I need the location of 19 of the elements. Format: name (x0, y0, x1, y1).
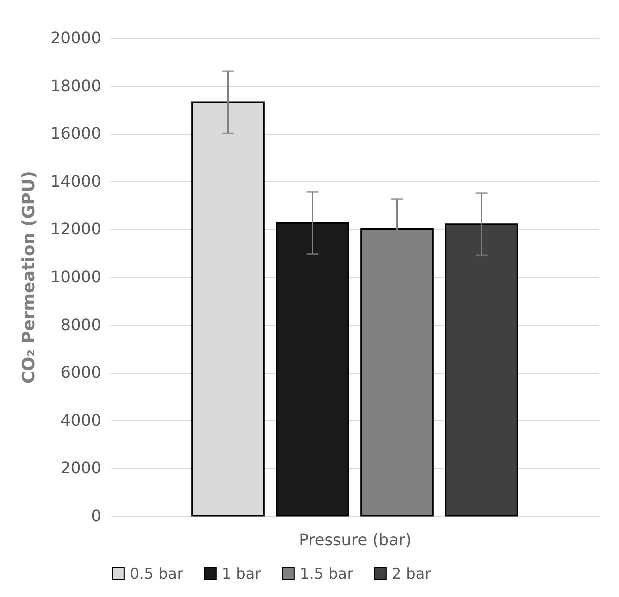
y-axis-title: CO₂ Permeation (GPU) (20, 171, 40, 384)
y-tick-label: 14000 (50, 172, 102, 191)
legend-label: 1 bar (222, 564, 262, 583)
legend-label: 1.5 bar (300, 564, 354, 583)
y-tick-label: 2000 (60, 458, 102, 478)
y-tick-label: 12000 (50, 220, 102, 239)
y-tick-label: 20000 (50, 28, 102, 48)
x-axis-title: Pressure (bar) (299, 530, 412, 550)
legend-label: 2 bar (392, 564, 432, 583)
bar (276, 222, 350, 517)
y-tick-label: 10000 (50, 268, 102, 286)
y-tick-label: 6000 (60, 363, 102, 382)
legend-label: 0.5 bar (130, 564, 184, 583)
y-tick-label: 18000 (50, 76, 102, 96)
bar (445, 224, 518, 517)
y-tick-label: 8000 (60, 315, 102, 334)
y-tick-label: 0 (91, 506, 102, 526)
y-tick-label: 16000 (50, 124, 102, 144)
y-tick-label: 4000 (60, 410, 102, 430)
